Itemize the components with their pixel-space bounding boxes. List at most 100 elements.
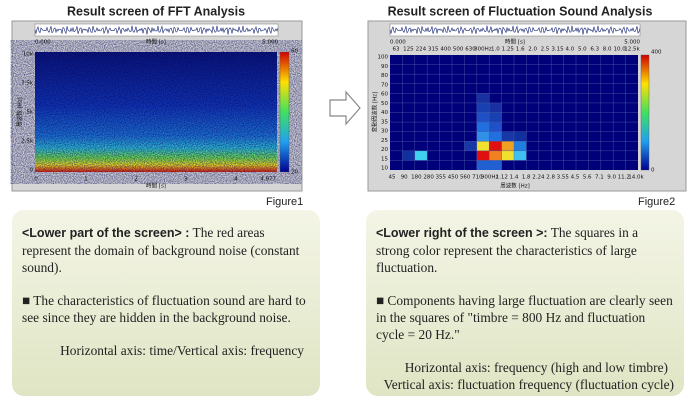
axes-note: Horizontal axis: frequency (high and low… [404,360,668,375]
x-tick-label: 8.0 [603,47,612,53]
y-label: 変動周波数 [Hz] [371,92,379,133]
note-paragraph: ■ The characteristics of fluctuation sou… [22,293,306,325]
y-tick-label: 40 [381,110,388,116]
note-paragraph: ■ Components having large fluctuation ar… [376,293,673,342]
heatmap-cell [501,150,514,161]
wave-end: 5.000 [624,40,640,46]
x-tick-label: 280 [423,175,434,181]
x-tick-label: 3 [184,177,188,183]
spectrogram-noise [35,52,277,172]
x-tick-label: 9.0 [607,175,616,181]
x-tick-label: 800Hz [474,47,492,53]
color-scale [279,51,290,173]
heatmap-cell [489,150,502,161]
heatmap-cell [476,141,490,151]
wave-start: 0.000 [390,40,406,46]
y-tick-label: 15 [381,156,388,162]
heatmap-cell [476,131,490,142]
y-tick-label: 50 [381,101,388,107]
x-tick-label: 1.8 [522,175,531,181]
x-end: 4.977 [260,177,276,183]
caption: Figure2 [638,196,675,208]
x-tick-label: 125 [403,47,414,53]
x-tick-label: 630 [465,47,476,53]
y-tick-label: 80 [381,73,388,79]
x-tick-label: 1.25 [502,47,515,53]
y-tick-label: 10 [381,166,388,172]
heatmap-cell [489,122,502,132]
scale-bottom: 20 [291,170,298,176]
x-tick-label: 1 [84,177,88,183]
x-tick-label: 11.2 [618,175,630,181]
y-tick-label: 25 [381,138,388,144]
heatmap-cell [489,160,502,170]
scale-bottom: 0 [651,168,655,174]
x-tick-label: 3.15 [551,47,564,53]
heatmap-cell [414,150,428,161]
y-tick-label: 20 [381,147,388,153]
y-tick-label: 7.5k [21,81,34,87]
x-tick-label: 4.5 [571,175,580,181]
y-tick-label: 10k [23,52,34,58]
y-tick-label: 35 [381,119,388,125]
heatmap-cell [476,150,490,161]
title: Result screen of Fluctuation Sound Analy… [388,4,653,18]
note-lead: <Lower part of the screen> : [22,226,190,240]
x-tick-label: 0 [34,177,38,183]
wave-end: 5.000 [262,40,278,46]
x-tick-label: 3.55 [557,175,570,181]
heatmap-cell [489,112,502,123]
heatmap-cell [476,160,490,170]
heatmap-cell [489,141,502,151]
heatmap-cell [514,141,527,151]
x-tick-label: 500 [453,47,464,53]
x-tick-label: 400 [440,47,451,53]
heatmap-cell [489,102,502,113]
x-tick-label: 180 [411,175,422,181]
heatmap-cell [501,131,514,142]
arrow [329,90,361,126]
heatmap-cell [489,131,502,142]
x-tick-label: 4 [234,177,238,183]
note: <Lower part of the screen> : The red are… [12,210,320,396]
heatmap-cell [501,141,514,151]
x-label: 時間 [s] [146,182,166,190]
x-tick-label: 450 [448,175,459,181]
heatmap-cell [402,150,415,161]
x-tick-label: 560 [460,175,471,181]
figures: Result screen of FFT Analysis Result scr… [11,4,687,208]
axes-note: Vertical axis: fluctuation frequency (fl… [383,377,674,392]
y-tick-label: 30 [381,129,388,135]
heatmap-cell [476,122,490,132]
x-tick-label: 1.6 [516,47,525,53]
y-tick-label: 100 [378,55,389,61]
x-tick-label: 900Hz [481,175,499,181]
x-tick-label: 355 [436,175,447,181]
note: <Lower right of the screen >: The square… [366,210,684,396]
wave-axis: 時間 [s] [146,38,166,46]
wave-axis: 時間 [s] [505,38,525,46]
heatmap-cell [514,131,527,142]
x-tick-label: 6.3 [590,47,599,53]
scale-top: 400 [651,50,662,56]
heatmap-cell [514,150,527,161]
y-tick-label: 0 [30,168,34,174]
x-tick-label: 224 [416,47,427,53]
heatmap-cell [476,93,490,103]
axes-note: Horizontal axis: time/Vertical axis: fre… [60,343,304,358]
x-tick-label: 12.5k [624,47,640,53]
scale-top: 60 [291,49,298,55]
x-tick-label: 1.12 [496,175,508,181]
y-tick-label: 70 [381,82,388,88]
y-tick-label: 60 [381,92,388,98]
x-tick-label: 710 [472,175,483,181]
x-tick-label: 5.0 [578,47,587,53]
x-tick-label: 315 [428,47,439,53]
x-tick-label: 63 [393,47,400,53]
x-label: 周波数 [Hz] [500,182,530,190]
color-scale [640,54,650,171]
waveform [34,25,279,35]
y-label: 周波数 [Hz] [16,97,24,127]
x-tick-label: 7.1 [595,175,604,181]
